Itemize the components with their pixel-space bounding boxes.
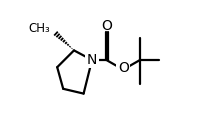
- Text: O: O: [101, 19, 112, 33]
- Text: N: N: [87, 53, 97, 67]
- Text: CH₃: CH₃: [29, 22, 51, 35]
- Text: O: O: [118, 61, 129, 75]
